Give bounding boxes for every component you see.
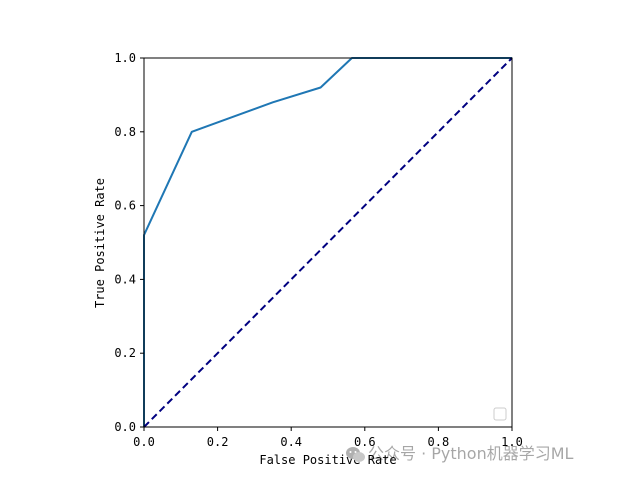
x-axis-ticks: 0.0 0.2 0.4 0.6 0.8 1.0 — [133, 427, 523, 449]
y-tick-label: 1.0 — [114, 51, 136, 65]
x-tick-label: 0.4 — [280, 435, 302, 449]
x-tick-label: 1.0 — [501, 435, 523, 449]
watermark: 公众号 · Python机器学习ML — [346, 444, 574, 463]
x-tick-label: 0.8 — [428, 435, 450, 449]
y-tick-label: 0.2 — [114, 346, 136, 360]
y-tick-label: 0.0 — [114, 420, 136, 434]
wechat-icon — [346, 447, 365, 462]
y-tick-label: 0.6 — [114, 199, 136, 213]
plot-frame — [143, 57, 513, 428]
chance-line-series-1 — [143, 57, 513, 428]
y-axis-label: True Positive Rate — [93, 178, 107, 308]
x-tick-label: 0.2 — [207, 435, 229, 449]
watermark-text: 公众号 · Python机器学习ML — [368, 444, 574, 463]
legend-box — [493, 407, 507, 421]
x-tick-label: 0.0 — [133, 435, 155, 449]
y-axis-ticks: 0.0 0.2 0.4 0.6 0.8 1.0 — [114, 51, 144, 434]
plot-area — [143, 57, 513, 428]
y-tick-label: 0.8 — [114, 125, 136, 139]
x-tick-label: 0.6 — [354, 435, 376, 449]
y-tick-label: 0.4 — [114, 272, 136, 286]
